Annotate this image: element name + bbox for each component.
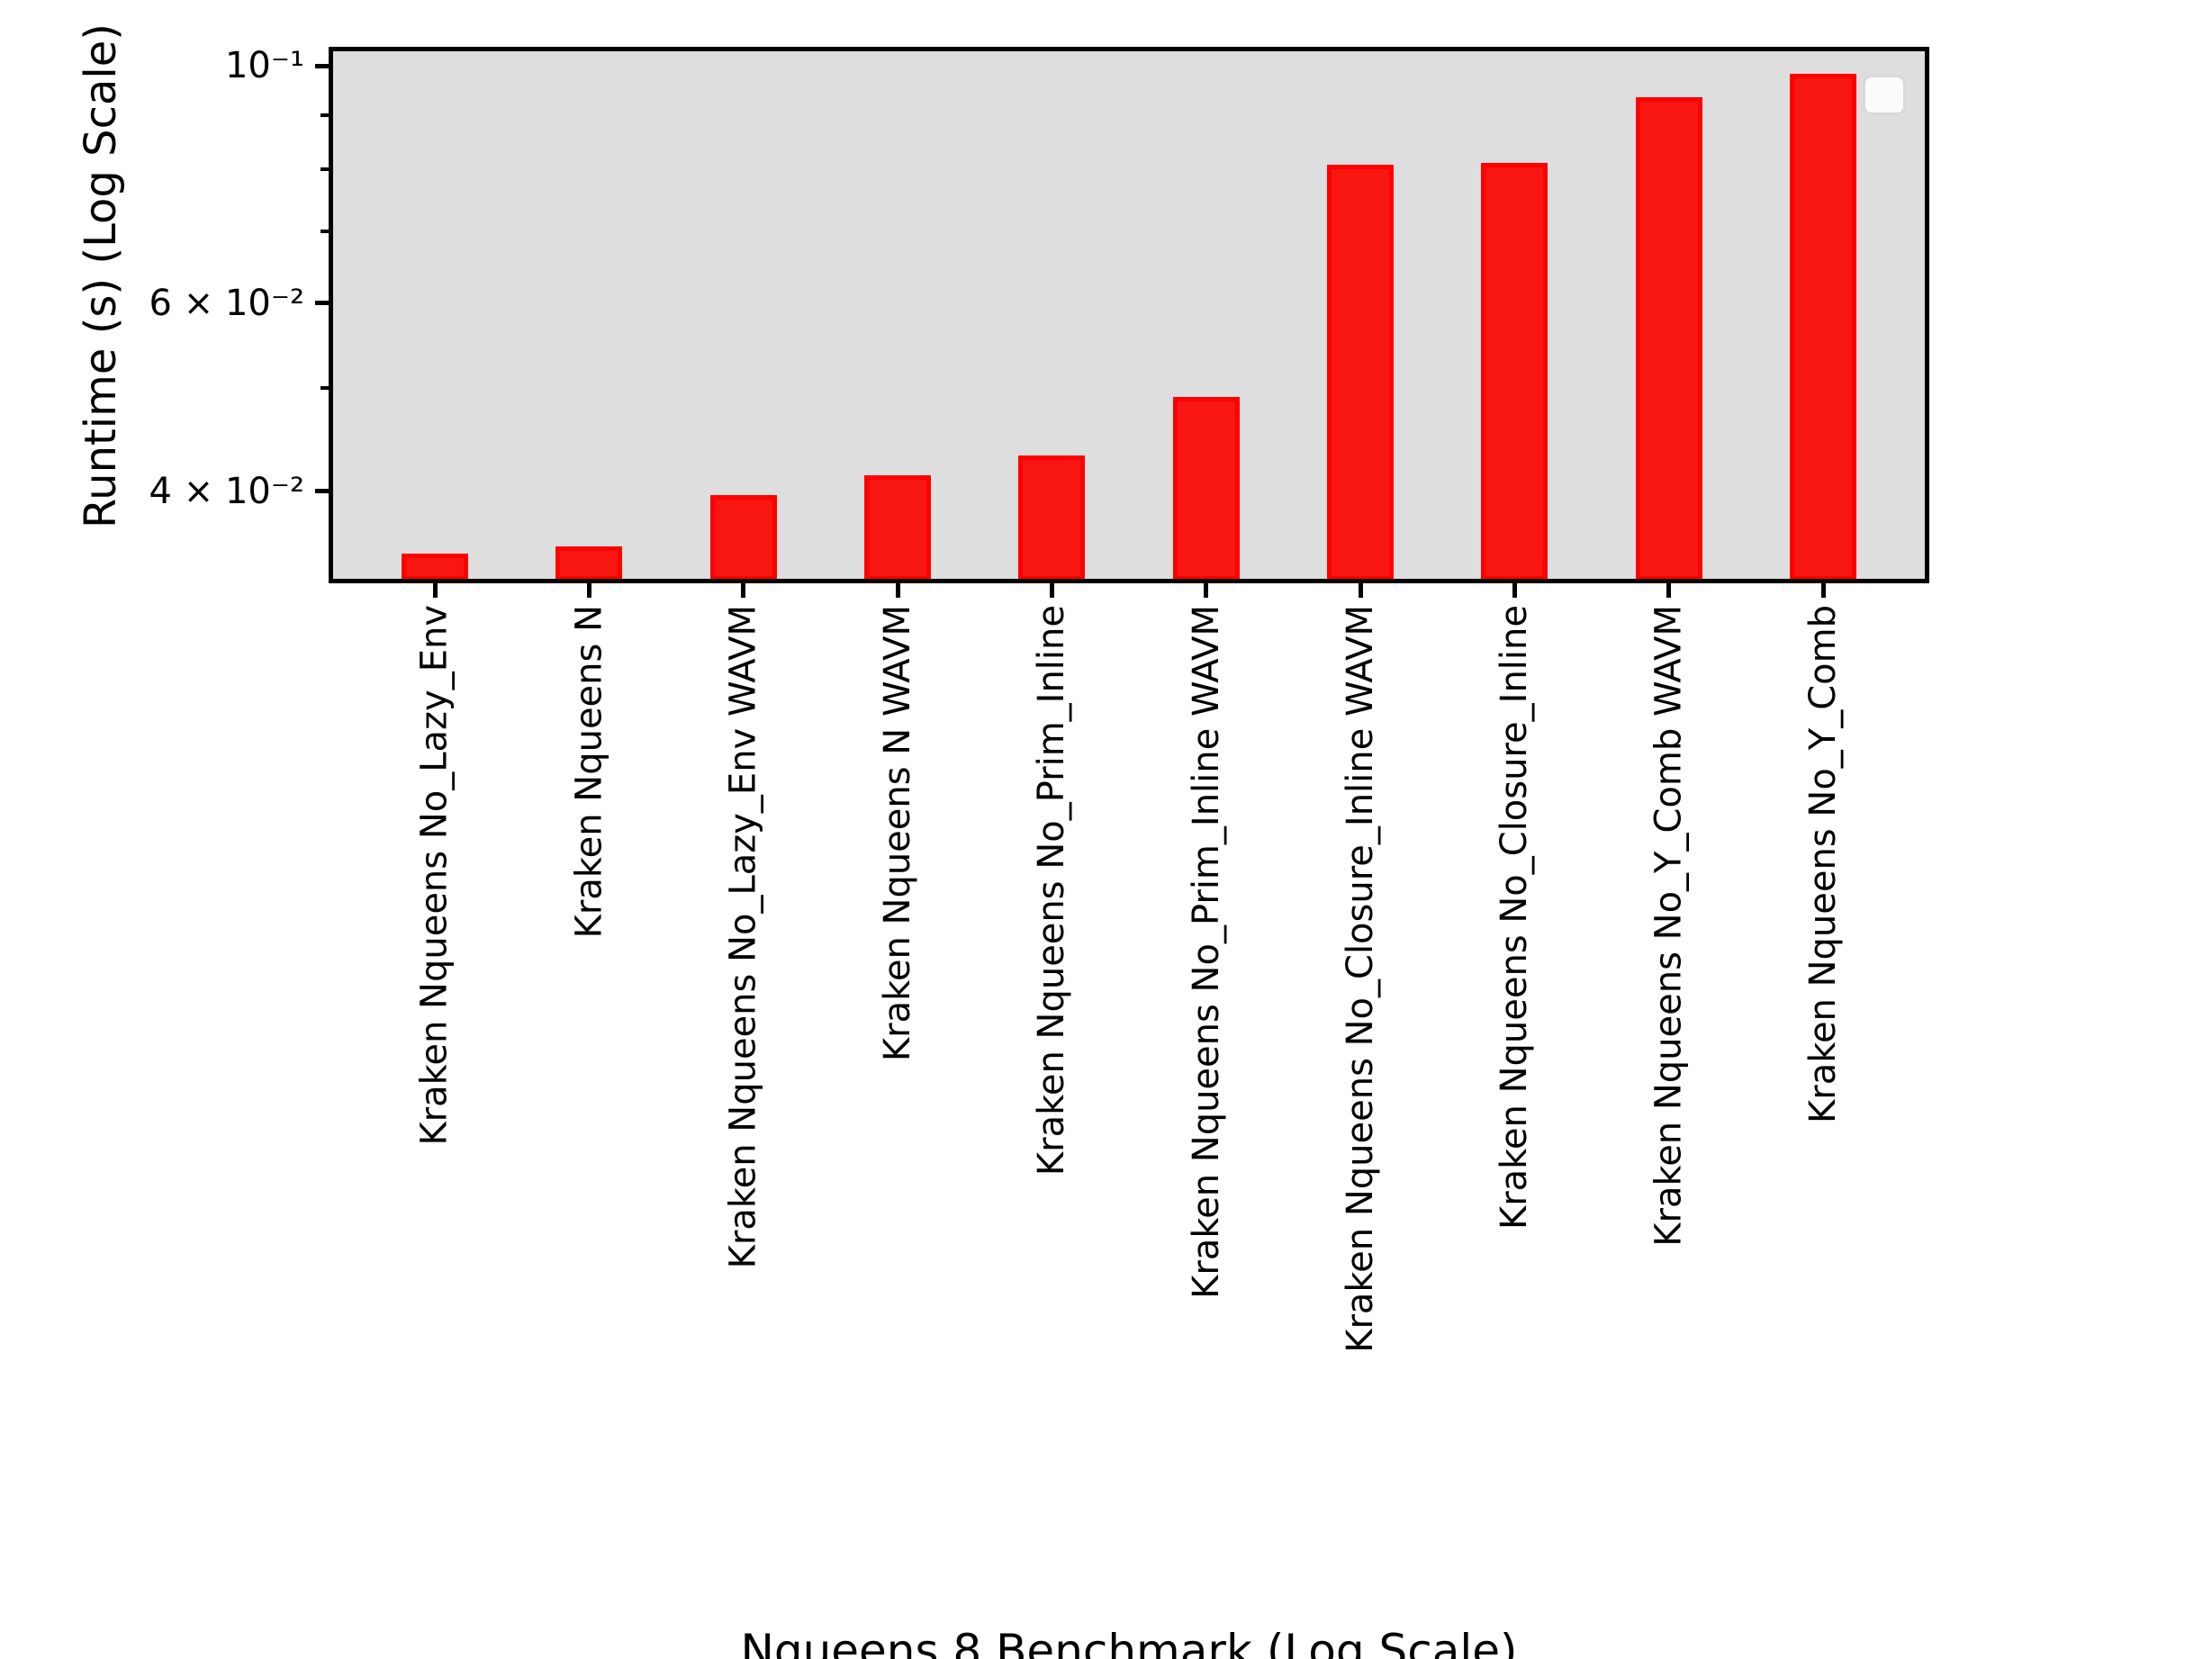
legend-box [1863,75,1906,115]
bar [1635,97,1702,581]
y-tick-label: 4 × 10⁻² [149,470,304,512]
bar [1481,163,1548,581]
y-minor-tick [321,167,331,172]
y-minor-tick [321,385,331,390]
x-tick [432,582,438,598]
y-minor-tick [321,113,331,117]
y-tick-label: 10⁻¹ [224,45,304,87]
bar [709,495,777,581]
x-tick [1820,582,1826,598]
x-tick-label: Kraken Nqueens N WAVM [877,605,918,1062]
bar [1327,165,1394,581]
x-tick-label: Kraken Nqueens No_Prim_Inline WAVM [1185,605,1227,1299]
x-tick [1358,582,1363,598]
x-tick [741,582,746,598]
x-tick-label: Kraken Nqueens No_Y_Comb WAVM [1648,605,1690,1247]
x-tick [1049,582,1054,598]
x-tick-label: Kraken Nqueens No_Lazy_Env [414,605,456,1146]
bar [1018,455,1086,581]
y-axis-label: Runtime (s) (Log Scale) [76,23,126,529]
bar [1172,397,1240,581]
bar [402,554,468,581]
axis-spine-bottom [329,579,1929,583]
y-major-tick [315,489,331,494]
x-tick-label: Kraken Nqueens No_Closure_Inline WAVM [1340,605,1381,1353]
x-tick-label: Kraken Nqueens No_Prim_Inline [1031,605,1073,1177]
x-tick [1204,582,1209,598]
y-major-tick [315,63,331,68]
bar [1790,74,1856,581]
x-tick-label: Kraken Nqueens No_Y_Comb [1802,605,1844,1123]
y-tick-label: 6 × 10⁻² [149,282,304,324]
x-tick [1512,582,1517,598]
x-tick [1666,582,1672,598]
bar [864,475,931,581]
axis-spine-right [1925,47,1929,583]
x-tick-label: Kraken Nqueens No_Closure_Inline [1494,605,1536,1231]
bar [555,546,623,581]
axis-spine-top [329,47,1929,51]
x-axis-title: Nqueens 8 Benchmark (Log Scale) [740,1625,1518,1659]
axis-spine-left [329,47,333,583]
y-major-tick [315,301,331,306]
x-tick [895,582,900,598]
x-tick [586,582,591,598]
x-tick-label: Kraken Nqueens No_Lazy_Env WAVM [722,605,764,1269]
x-tick-label: Kraken Nqueens N [568,605,610,939]
y-minor-tick [321,230,331,234]
